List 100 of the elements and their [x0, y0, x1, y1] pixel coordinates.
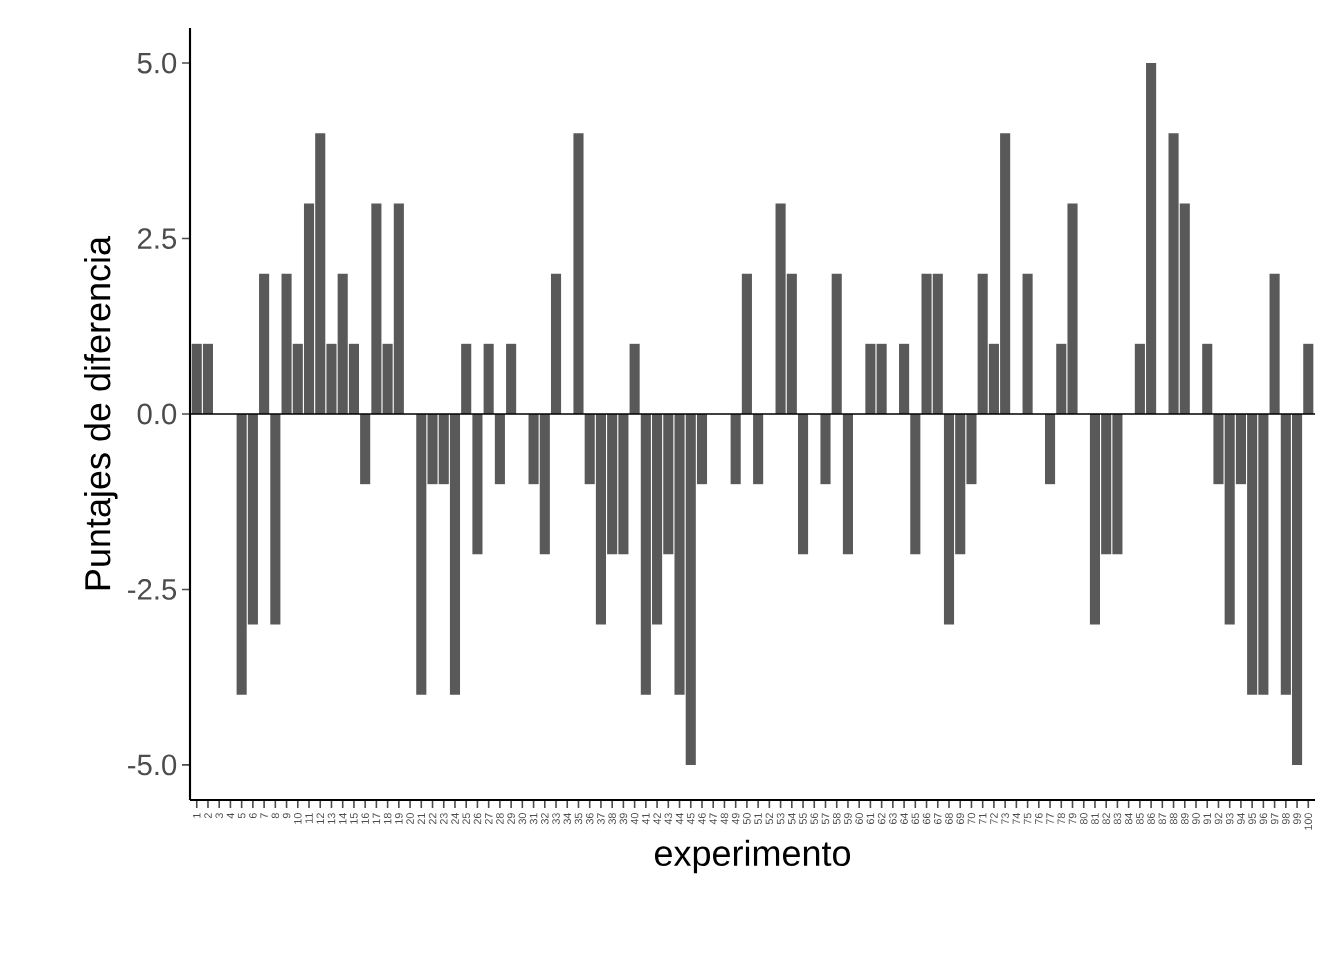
y-tick-label: -2.5 — [128, 579, 177, 600]
x-tick-label: 36 — [585, 813, 594, 825]
x-tick-label: 69 — [956, 813, 964, 825]
x-tick-label: 70 — [967, 813, 976, 825]
x-tick-label: 17 — [372, 813, 381, 824]
y-tick-label: 2.5 — [138, 228, 177, 249]
x-tick-label: 55 — [799, 813, 807, 825]
bar — [1045, 413, 1056, 485]
bar — [270, 413, 281, 625]
x-tick-label: 14 — [339, 813, 347, 824]
x-tick-label: 29 — [507, 813, 515, 825]
x-tick-label: 65 — [911, 813, 920, 825]
x-tick-label: 63 — [889, 813, 897, 825]
x-tick-label: 48 — [720, 813, 729, 825]
x-tick-label: 8 — [271, 813, 280, 819]
bar — [360, 413, 371, 485]
x-tick-label: 50 — [743, 813, 751, 825]
x-tick-label: 57 — [821, 813, 830, 825]
x-tick-label: 61 — [866, 813, 875, 825]
x-tick-label: 44 — [675, 813, 684, 825]
x-tick-label: 96 — [1259, 813, 1268, 825]
x-tick-label: 54 — [788, 813, 796, 825]
x-tick-label: 33 — [552, 813, 560, 825]
x-tick-label: 10 — [294, 813, 302, 824]
bar — [1303, 343, 1314, 414]
x-tick-label: 98 — [1282, 813, 1290, 825]
bar — [1269, 273, 1280, 414]
x-tick-label: 15 — [350, 813, 358, 824]
x-tick-label: 100 — [1304, 813, 1313, 830]
bar — [831, 273, 842, 414]
x-tick-label: 9 — [282, 813, 291, 819]
x-tick-label: 21 — [417, 813, 426, 825]
x-tick-label: 66 — [922, 813, 931, 825]
x-tick-label: 6 — [249, 813, 257, 819]
x-tick-label: 80 — [1079, 813, 1088, 825]
bar — [1022, 273, 1033, 414]
y-tick-label: 5.0 — [137, 52, 177, 74]
x-tick-label: 11 — [305, 813, 313, 823]
x-tick-label: 84 — [1124, 813, 1133, 825]
x-tick-label: 74 — [1012, 813, 1021, 825]
x-tick-label: 60 — [855, 813, 863, 825]
x-tick-label: 34 — [563, 813, 572, 825]
x-tick-label: 82 — [1102, 813, 1110, 825]
x-tick-label: 93 — [1225, 813, 1234, 825]
x-tick-label: 85 — [1136, 813, 1144, 825]
x-tick-label: 25 — [462, 813, 470, 825]
bar — [573, 133, 584, 414]
x-tick-label: 56 — [810, 813, 819, 825]
bar — [730, 413, 741, 485]
x-tick-label: 92 — [1214, 813, 1223, 825]
bar — [472, 413, 483, 555]
bar — [753, 413, 764, 485]
x-tick-label: 78 — [1057, 813, 1066, 825]
x-tick-label: 18 — [383, 813, 392, 824]
x-tick-label: 73 — [1001, 813, 1009, 825]
x-tick-label: 12 — [316, 813, 324, 824]
x-tick-label: 94 — [1237, 813, 1245, 825]
x-tick-label: 91 — [1203, 813, 1212, 825]
x-tick-label: 43 — [664, 813, 673, 825]
bar — [899, 343, 910, 414]
x-tick-label: 86 — [1147, 813, 1155, 825]
x-tick-label: 88 — [1169, 813, 1178, 825]
x-tick-label: 71 — [979, 813, 987, 825]
x-tick-label: 5 — [237, 813, 246, 819]
x-tick-label: 24 — [451, 813, 459, 825]
x-tick-label: 59 — [844, 813, 852, 825]
x-tick-label: 27 — [484, 813, 493, 825]
x-tick-label: 13 — [327, 813, 336, 824]
x-tick-label: 19 — [395, 813, 403, 824]
x-tick-label: 22 — [428, 813, 437, 825]
x-tick-label: 41 — [642, 813, 650, 825]
x-tick-label: 58 — [832, 813, 841, 825]
bar — [259, 273, 270, 414]
x-tick-label: 83 — [1113, 813, 1122, 825]
x-tick-label: 51 — [754, 813, 762, 825]
x-tick-label: 23 — [439, 813, 448, 825]
bar — [842, 413, 853, 555]
x-tick-label: 39 — [619, 813, 628, 825]
x-tick-label: 7 — [260, 813, 268, 819]
x-axis-title: experimento — [654, 839, 851, 874]
x-tick-label: 47 — [709, 813, 717, 825]
x-tick-label: 28 — [496, 813, 504, 825]
x-tick-label: 30 — [518, 813, 527, 825]
x-tick-label: 97 — [1270, 813, 1279, 825]
x-tick-label: 38 — [608, 813, 616, 825]
bar — [1202, 343, 1213, 414]
x-tick-label: 32 — [541, 813, 549, 825]
bar — [876, 343, 887, 414]
x-tick-label: 37 — [597, 813, 605, 825]
x-tick-label: 20 — [406, 813, 414, 825]
bar — [797, 413, 809, 555]
x-tick-label: 1 — [193, 813, 201, 818]
x-tick-label: 42 — [653, 813, 661, 825]
y-tick-label: -5.0 — [128, 754, 177, 776]
x-tick-label: 16 — [361, 813, 369, 824]
x-tick-label: 89 — [1181, 813, 1189, 825]
x-tick-label: 26 — [473, 813, 482, 825]
x-tick-label: 45 — [687, 813, 695, 825]
x-tick-label: 53 — [776, 813, 785, 825]
x-tick-label: 49 — [731, 813, 740, 825]
